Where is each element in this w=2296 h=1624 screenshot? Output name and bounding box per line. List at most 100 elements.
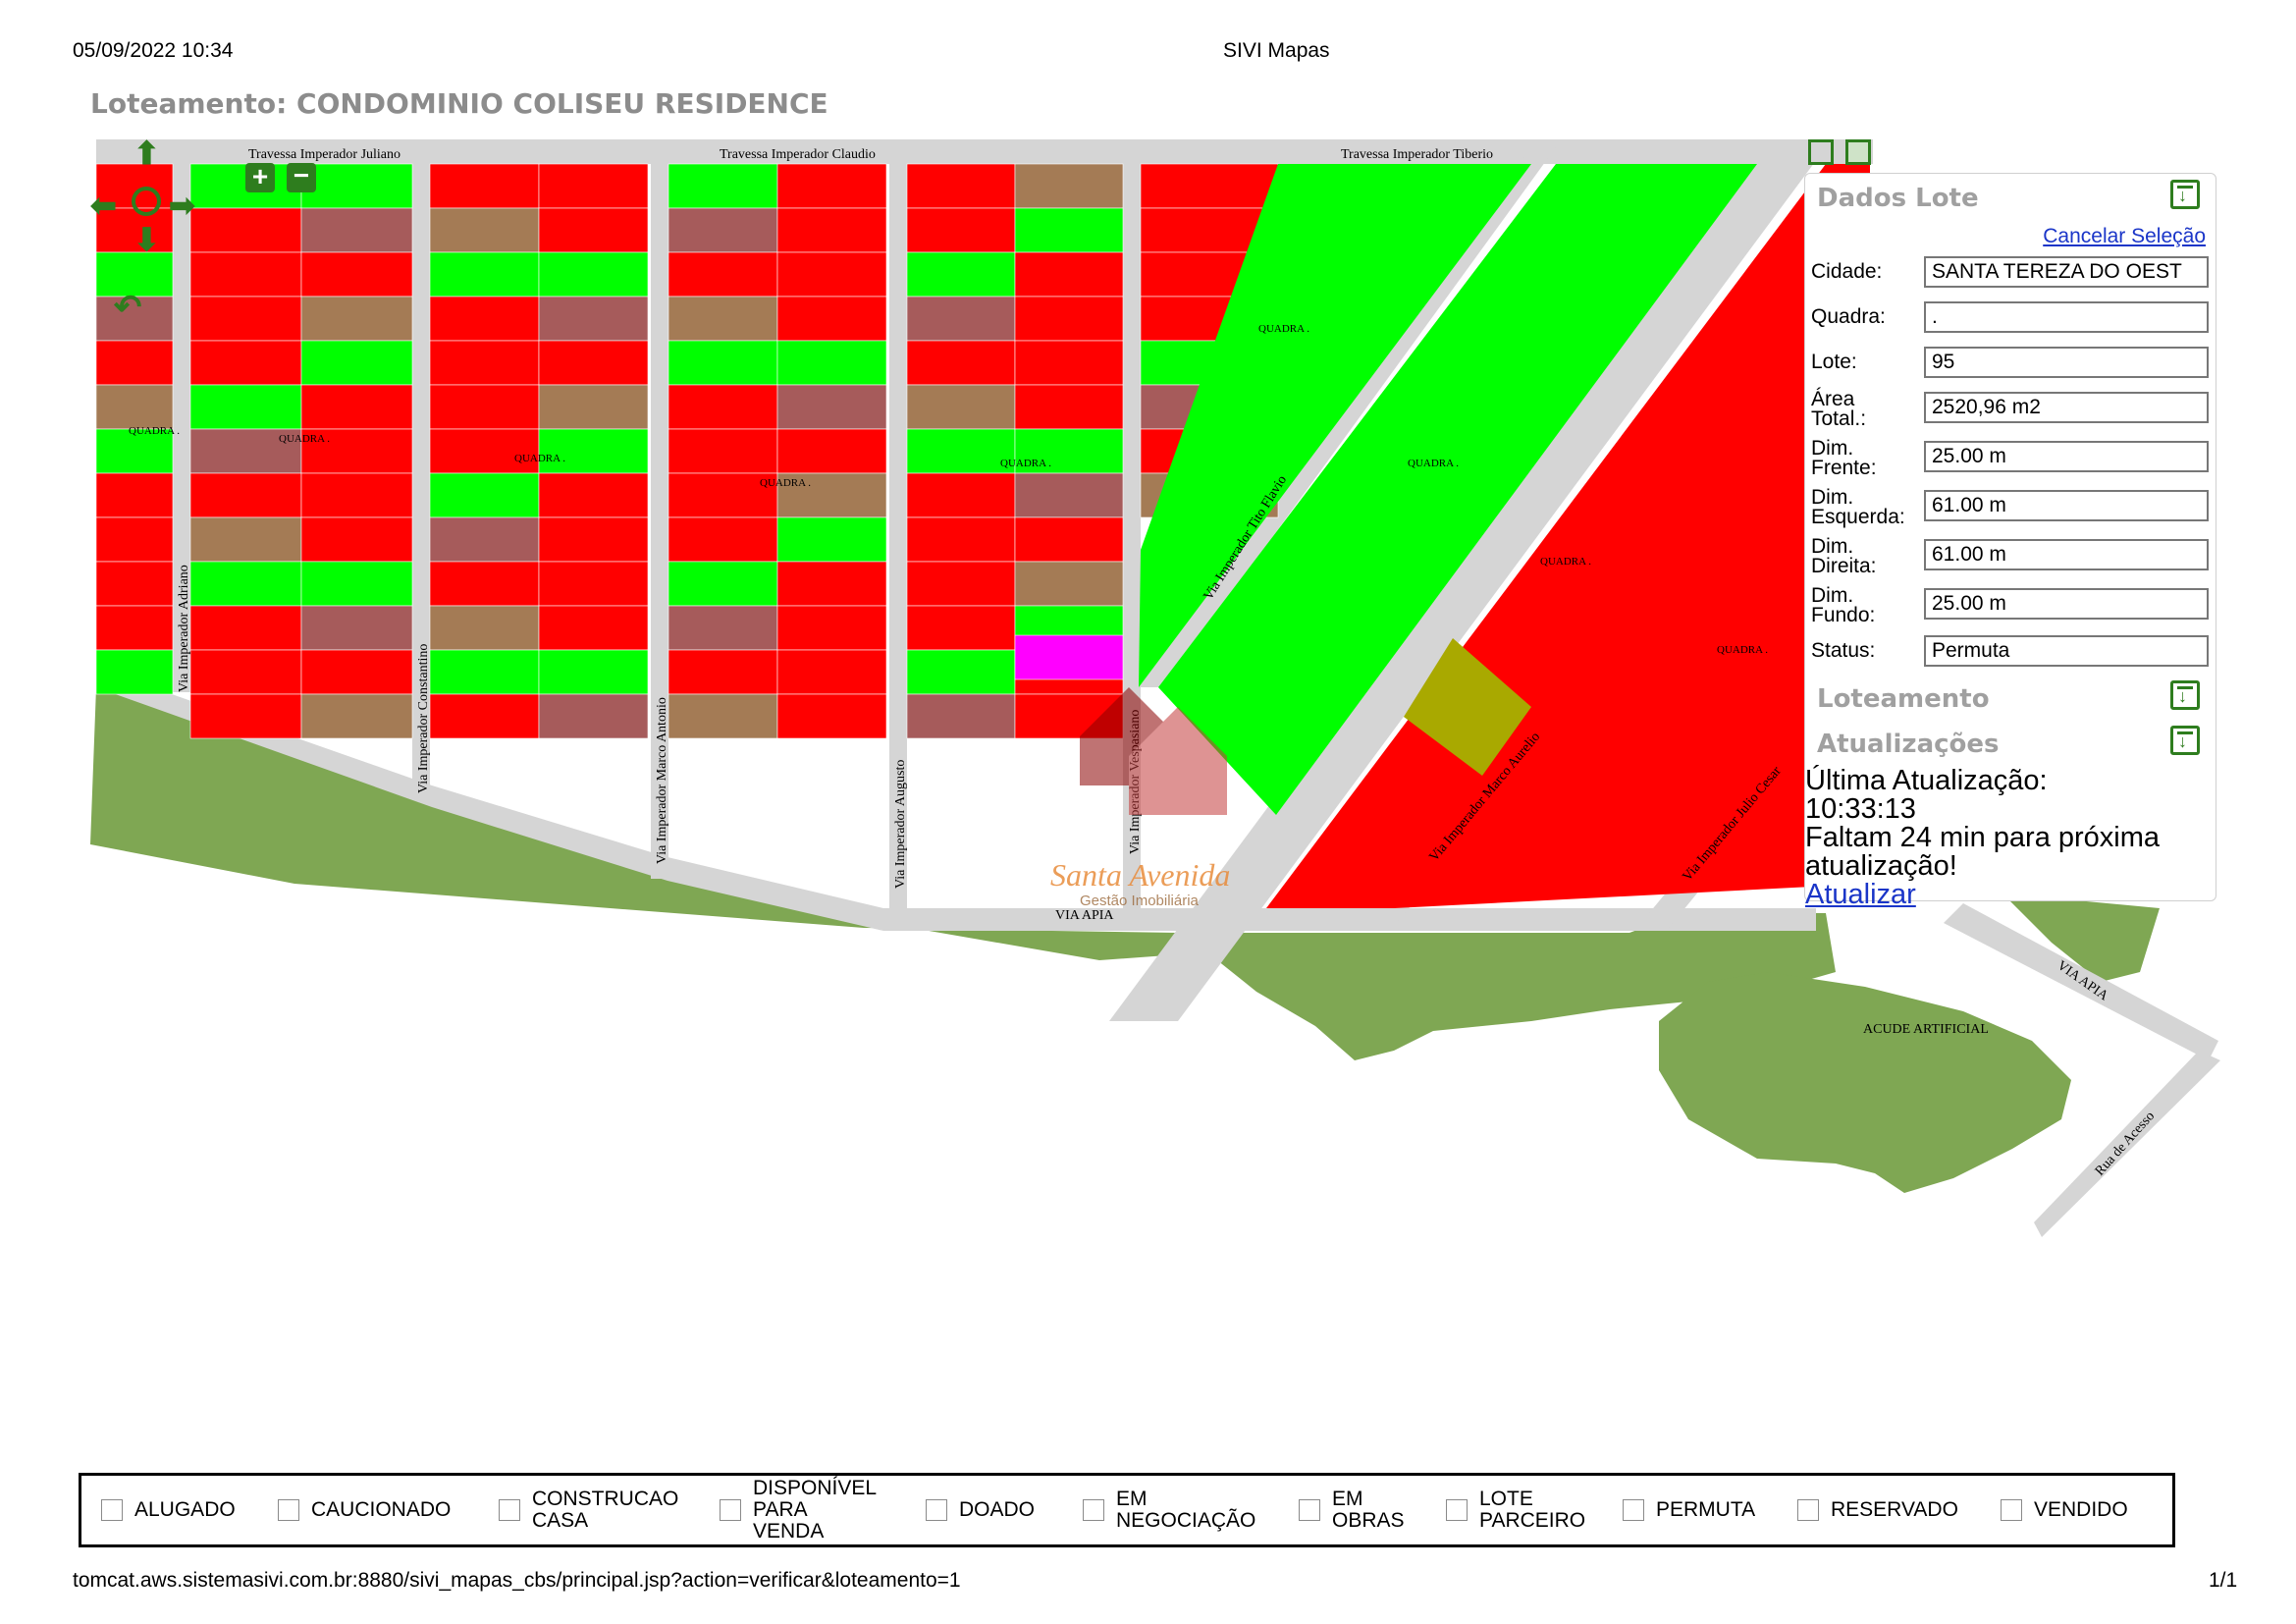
lot[interactable]: [300, 207, 413, 253]
lot[interactable]: [1014, 472, 1124, 518]
lot[interactable]: [189, 472, 302, 518]
lot[interactable]: [300, 561, 413, 607]
checkbox-em-obras[interactable]: [1299, 1499, 1320, 1521]
legend-item-caucionado[interactable]: CAUCIONADO: [278, 1476, 451, 1544]
lot[interactable]: [1014, 384, 1124, 430]
checkbox-vendido[interactable]: [2001, 1499, 2022, 1521]
checkbox-disponivel[interactable]: [720, 1499, 741, 1521]
lot[interactable]: [776, 296, 887, 342]
lot[interactable]: [667, 384, 778, 430]
lot[interactable]: [776, 605, 887, 651]
legend-item-permuta[interactable]: PERMUTA: [1623, 1476, 1755, 1544]
lot[interactable]: [189, 207, 302, 253]
lot[interactable]: [429, 207, 540, 253]
legend-item-em-negociacao[interactable]: EM NEGOCIAÇÃO: [1083, 1476, 1263, 1544]
zoom-in-icon[interactable]: +: [245, 163, 275, 192]
lot[interactable]: [667, 561, 778, 607]
lot[interactable]: [667, 693, 778, 739]
lot[interactable]: [189, 251, 302, 298]
lot-em-obras[interactable]: [1404, 638, 1531, 776]
lot[interactable]: [538, 207, 649, 253]
lot[interactable]: [95, 472, 174, 518]
legend-item-lote-parceiro[interactable]: LOTE PARCEIRO: [1446, 1476, 1585, 1544]
checkbox-em-negociacao[interactable]: [1083, 1499, 1104, 1521]
legend-item-alugado[interactable]: ALUGADO: [101, 1476, 236, 1544]
lot[interactable]: [95, 649, 174, 695]
lots-layer[interactable]: [95, 163, 1870, 908]
lot[interactable]: [95, 561, 174, 607]
lot[interactable]: [667, 649, 778, 695]
lot[interactable]: [189, 561, 302, 607]
checkbox-permuta[interactable]: [1623, 1499, 1644, 1521]
lot[interactable]: [95, 340, 174, 386]
lot[interactable]: [189, 516, 302, 563]
legend-item-construcao-casa[interactable]: CONSTRUCAO CASA: [499, 1476, 679, 1544]
lot[interactable]: [776, 472, 887, 518]
checkbox-lote-parceiro[interactable]: [1446, 1499, 1468, 1521]
lot[interactable]: [906, 516, 1016, 563]
lot[interactable]: [906, 649, 1016, 695]
lot[interactable]: [189, 649, 302, 695]
lot[interactable]: [300, 605, 413, 651]
lot-band-tito-flavio[interactable]: [1139, 164, 1531, 687]
lot[interactable]: [429, 516, 540, 563]
pan-right-arrow-icon[interactable]: ➡: [169, 188, 195, 223]
lot[interactable]: [538, 561, 649, 607]
lot[interactable]: [667, 163, 778, 209]
lot[interactable]: [906, 693, 1016, 739]
lot[interactable]: [300, 251, 413, 298]
checkbox-doado[interactable]: [926, 1499, 947, 1521]
lot[interactable]: [906, 384, 1016, 430]
recenter-icon[interactable]: [132, 187, 161, 216]
lot[interactable]: [776, 251, 887, 298]
lot[interactable]: [538, 649, 649, 695]
lot[interactable]: [1014, 340, 1124, 386]
lot[interactable]: [189, 384, 302, 430]
lot[interactable]: [300, 340, 413, 386]
lot[interactable]: [300, 693, 413, 739]
lot[interactable]: [538, 163, 649, 209]
collapse-atualizacoes-icon[interactable]: [2170, 726, 2200, 755]
refresh-link[interactable]: Atualizar: [1805, 879, 1916, 910]
lot[interactable]: [906, 472, 1016, 518]
lot[interactable]: [1014, 163, 1124, 209]
lot[interactable]: [538, 428, 649, 474]
lot[interactable]: [95, 605, 174, 651]
lot[interactable]: [1014, 251, 1124, 298]
lot[interactable]: [538, 340, 649, 386]
legend-item-vendido[interactable]: VENDIDO: [2001, 1476, 2128, 1544]
lot[interactable]: [429, 649, 540, 695]
lot[interactable]: [538, 251, 649, 298]
lot[interactable]: [300, 649, 413, 695]
legend-item-doado[interactable]: DOADO: [926, 1476, 1035, 1544]
lot[interactable]: [429, 605, 540, 651]
cancel-selection-link[interactable]: Cancelar Seleção: [2043, 225, 2206, 247]
collapse-dados-lote-icon[interactable]: [2170, 180, 2200, 209]
print-icon[interactable]: [1845, 139, 1871, 165]
lot[interactable]: [95, 251, 174, 298]
lot[interactable]: [667, 340, 778, 386]
lot[interactable]: [300, 472, 413, 518]
lot[interactable]: [429, 384, 540, 430]
layers-icon[interactable]: [1808, 139, 1834, 165]
checkbox-alugado[interactable]: [101, 1499, 123, 1521]
lot[interactable]: [538, 296, 649, 342]
lot[interactable]: [429, 296, 540, 342]
lot[interactable]: [189, 693, 302, 739]
lot[interactable]: [776, 693, 887, 739]
lot[interactable]: [429, 163, 540, 209]
lot[interactable]: [906, 251, 1016, 298]
lot[interactable]: [429, 693, 540, 739]
lot[interactable]: [906, 561, 1016, 607]
pan-left-arrow-icon[interactable]: ⬅: [90, 188, 117, 223]
lot[interactable]: [189, 296, 302, 342]
lot[interactable]: [1140, 163, 1279, 209]
lot[interactable]: [1014, 634, 1124, 680]
back-arrow-icon[interactable]: ↶: [114, 289, 142, 326]
lot[interactable]: [429, 428, 540, 474]
lot[interactable]: [300, 296, 413, 342]
lot[interactable]: [1014, 296, 1124, 342]
lot[interactable]: [1014, 428, 1124, 474]
lot[interactable]: [776, 163, 887, 209]
